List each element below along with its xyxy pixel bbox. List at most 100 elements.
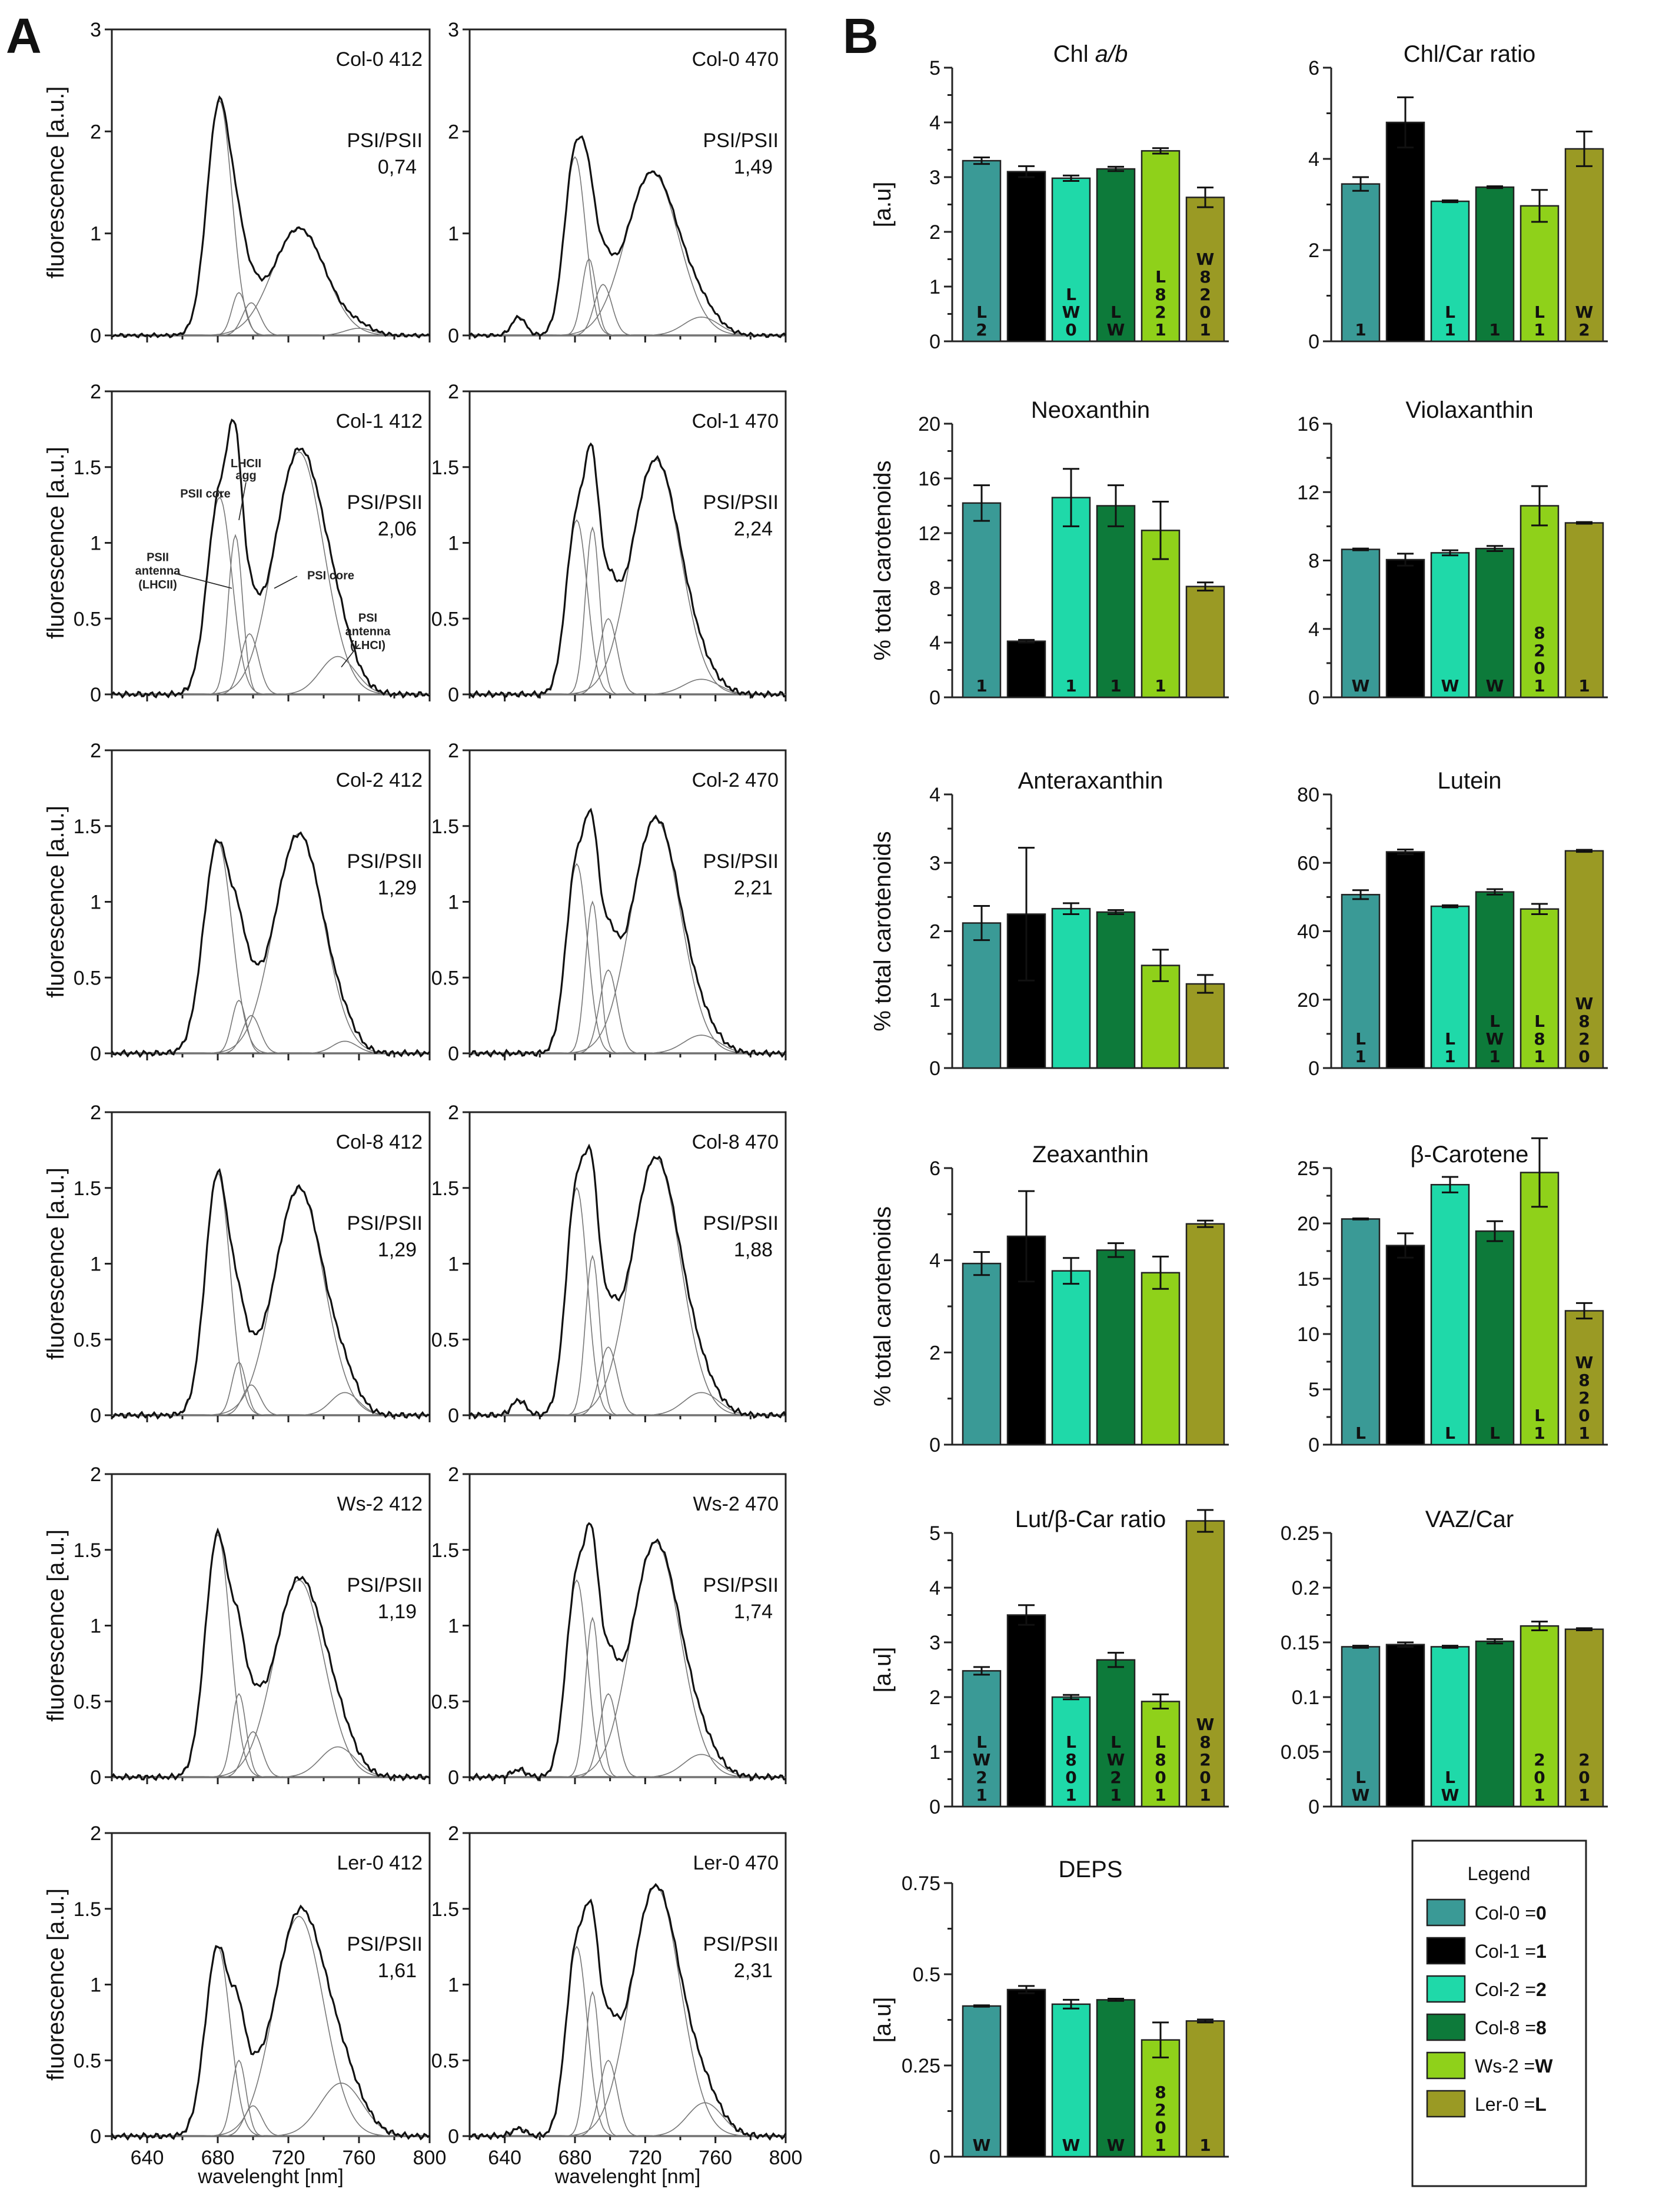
bar-col-1 (1006, 1614, 1046, 1808)
y-tick-label: 0.1 (1292, 1687, 1319, 1709)
chart-title: Lut/β-Car ratio (1015, 1506, 1166, 1532)
y-tick-label: 2 (929, 921, 940, 943)
significance-letter: 1 (1534, 1423, 1545, 1443)
y-tick-label: 1 (90, 1615, 101, 1638)
ratio-label: PSI/PSII (347, 850, 423, 873)
y-tick-label: 0 (90, 1405, 101, 1427)
significance-letter: W (1107, 1750, 1125, 1769)
ratio-label: PSI/PSII (703, 1574, 779, 1596)
panel-b: Chl a/b012345[a.u]L2LW0LWL821W8201Chl/Ca… (870, 41, 1608, 2168)
y-tick-label: 1 (448, 1974, 459, 1997)
annotation-text: PSI (358, 611, 377, 624)
y-tick-label: 2 (448, 121, 459, 143)
plot-frame (468, 1111, 787, 1416)
bar-col-8 (1475, 1230, 1515, 1446)
component-curve-5 (470, 316, 786, 336)
component-curve-5 (470, 1769, 786, 1778)
sample-label: Ws-2 470 (693, 1493, 779, 1515)
significance-letter: L (976, 302, 987, 322)
y-tick-label: 1 (90, 1253, 101, 1276)
bar-col-1 (1385, 851, 1425, 1069)
significance-letter: 1 (1444, 1047, 1455, 1066)
panel-letter-b: B (843, 8, 879, 64)
spectrum-panel-col1-412: 0 0.5 1 1.5 2 fluorescence [a.u.] Col-1 412 PSI… (43, 381, 431, 706)
plot-frame (111, 1832, 431, 2137)
bar-col-2 (1051, 1270, 1091, 1446)
y-tick-label: 2 (90, 121, 101, 143)
significance-letter: L (1445, 1423, 1455, 1443)
component-curve-2 (112, 2105, 430, 2137)
significance-letter: 0 (1534, 658, 1545, 678)
component-curve-5 (470, 2128, 786, 2137)
significance-letter: 2 (1534, 641, 1545, 660)
significance-letter: L (1155, 1732, 1166, 1752)
spectrum-panel-col1-470: 0 0.5 1 1.5 2 Col-1 470 PSI/PSII 2,24 (431, 381, 787, 706)
significance-letter: W (1196, 1715, 1215, 1734)
significance-letter: 0 (1578, 1047, 1590, 1066)
legend-entry: Col-0 =0 (1475, 1902, 1547, 1924)
component-curve-4 (112, 1392, 430, 1416)
bar-ws-2 (1520, 1625, 1560, 1808)
significance-letter: 1 (1578, 676, 1590, 696)
spectrum-panel-col8-412: 0 0.5 1 1.5 2 fluorescence [a.u.] Col-8 412 PSI… (43, 1102, 431, 1427)
y-tick-label: 0.25 (1281, 1522, 1319, 1545)
annotation-text: PSII (147, 551, 169, 564)
legend-swatch-ws-2 (1426, 2051, 1466, 2080)
plot-frame (468, 1832, 787, 2137)
y-tick-label: 2 (929, 221, 940, 244)
component-curve-0 (112, 840, 430, 1054)
y-tick-label: 0 (448, 1405, 459, 1427)
x-tick-label: 800 (413, 2147, 447, 2169)
component-curve-2 (470, 618, 786, 695)
component-curve-1 (112, 1361, 430, 1416)
y-tick-label: 20 (1297, 989, 1319, 1012)
bar-ws-2 (1141, 1272, 1181, 1446)
bar-chart-zeaxanthin: Zeaxanthin 0 2 4 6 % total carotenoids (870, 1142, 1229, 1456)
significance-letter: 0 (1199, 1768, 1211, 1787)
significance-letter: W (1062, 302, 1080, 322)
y-axis-title: % total carotenoids (870, 831, 896, 1031)
measured-spectrum (111, 1527, 430, 1782)
plot-frame (468, 749, 787, 1055)
bar-col-0 (962, 1670, 1002, 1808)
bar-col-0 (1341, 894, 1381, 1069)
significance-letter: 1 (1155, 2136, 1166, 2155)
bar-ler-0 (1185, 197, 1225, 342)
sample-label: Col-2 470 (692, 769, 779, 791)
ratio-value: 1,88 (734, 1239, 773, 1261)
legend-entry: Ws-2 =W (1475, 2055, 1553, 2077)
y-tick-label: 1.5 (74, 1898, 101, 1921)
y-tick-label: 1 (448, 223, 459, 245)
y-tick-label: 1 (90, 1974, 101, 1997)
significance-letter: 0 (1065, 1768, 1076, 1787)
significance-letter: 8 (1199, 267, 1211, 287)
significance-letter: 1 (1534, 320, 1545, 340)
significance-letter: W (1486, 676, 1504, 696)
significance-letter: L (1445, 1029, 1455, 1049)
y-tick-label: 1.5 (431, 1898, 459, 1921)
component-curve-2 (112, 302, 430, 336)
bar-col-2 (1051, 1696, 1091, 1808)
y-tick-label: 0 (448, 1043, 459, 1065)
y-tick-label: 0.5 (74, 608, 101, 630)
y-tick-label: 3 (448, 19, 459, 41)
component-curve-2 (470, 969, 786, 1054)
y-tick-label: 12 (1297, 481, 1319, 504)
y-tick-label: 8 (929, 577, 940, 600)
y-tick-label: 0 (929, 1057, 940, 1080)
significance-letter: W (1486, 1029, 1504, 1049)
y-tick-label: 0.5 (913, 1964, 940, 1986)
y-tick-label: 0.5 (431, 2050, 459, 2072)
y-tick-label: 5 (1308, 1379, 1319, 1401)
significance-letter: W (1575, 1353, 1594, 1372)
bar-col-8 (1475, 186, 1515, 342)
significance-letter: 2 (1155, 2100, 1166, 2120)
significance-letter: 2 (1199, 285, 1211, 304)
legend-swatch-col-1 (1426, 1937, 1466, 1965)
chart-title: Chl a/b (1053, 41, 1128, 67)
y-tick-label: 0 (1308, 1434, 1319, 1456)
y-tick-label: 0.25 (902, 2055, 940, 2077)
component-curve-4 (470, 1392, 786, 1416)
